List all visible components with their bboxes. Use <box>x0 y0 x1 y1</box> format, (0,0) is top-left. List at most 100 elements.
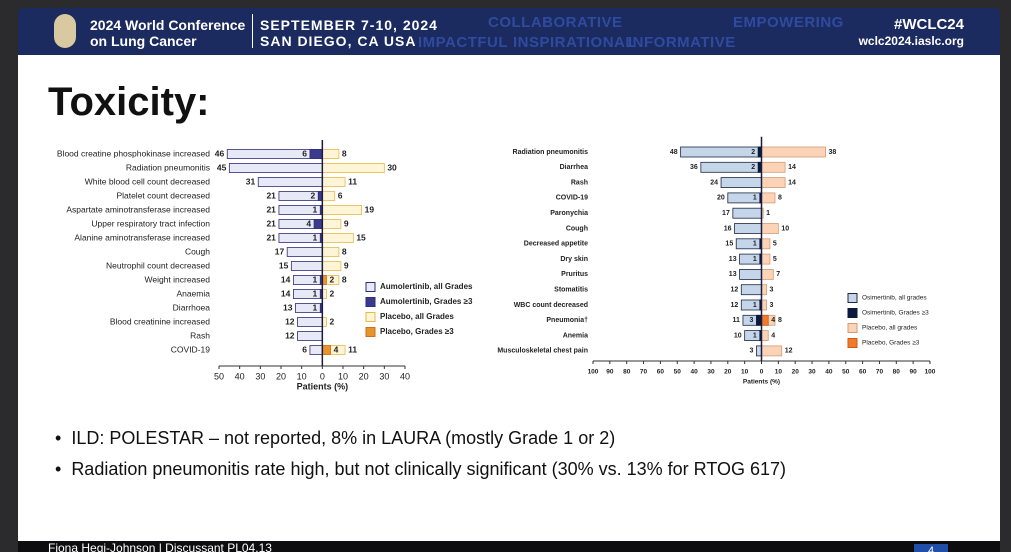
category-label: Blood creatinine increased <box>110 316 210 326</box>
value-label: 1 <box>753 302 757 309</box>
category-label: Rash <box>190 330 210 340</box>
category-label: Pruritus <box>561 271 588 278</box>
bar <box>292 289 323 299</box>
legend-swatch <box>847 323 858 333</box>
hashtag: #WCLC24 <box>893 16 964 33</box>
value-label: 15 <box>356 232 366 242</box>
value-label: 11 <box>348 176 357 186</box>
bar <box>297 317 323 327</box>
bar <box>761 253 771 265</box>
value-label: 1 <box>313 302 318 312</box>
legend-swatch <box>847 293 858 303</box>
x-tick-label: 10 <box>338 371 348 381</box>
conference-info: SEPTEMBER 7-10, 2024 SAN DIEGO, CA USA <box>260 17 438 49</box>
value-label: 1 <box>753 332 757 339</box>
bar <box>761 223 779 234</box>
category-label: Radiation pneumonitis <box>126 162 210 172</box>
x-tick-label: 60 <box>657 369 665 376</box>
value-label: 1 <box>753 195 757 202</box>
legend-swatch <box>365 327 376 337</box>
bar <box>321 219 342 229</box>
category-label: Anemia <box>563 332 588 339</box>
value-label: 13 <box>283 302 293 312</box>
value-label: 8 <box>778 195 782 202</box>
bar <box>761 268 774 280</box>
bar <box>735 238 762 250</box>
bar <box>321 149 340 159</box>
value-label: 13 <box>729 271 737 278</box>
value-label: 11 <box>348 344 357 354</box>
bar <box>761 177 786 189</box>
value-label: 12 <box>285 330 295 340</box>
bullet-text: ILD: POLESTAR – not reported, 8% in LAUR… <box>71 428 616 448</box>
category-label: Platelet count decreased <box>116 190 210 200</box>
value-label: 4 <box>771 317 775 324</box>
bar <box>313 219 323 229</box>
conference-line: on Lung Cancer <box>90 33 197 49</box>
category-label: Pneumonia† <box>546 317 588 324</box>
x-tick-label: 10 <box>297 371 307 381</box>
x-tick-label: 20 <box>359 371 369 381</box>
value-label: 6 <box>338 190 343 200</box>
bar <box>309 149 323 159</box>
x-tick-label: 40 <box>400 371 410 381</box>
legend-swatch <box>847 338 858 348</box>
value-label: 3 <box>770 302 774 309</box>
value-label: 14 <box>788 164 796 171</box>
bar <box>295 303 323 313</box>
bar <box>321 163 385 173</box>
value-label: 16 <box>724 225 732 232</box>
bar <box>292 275 323 285</box>
conference-line: 2024 World Conference <box>90 17 246 33</box>
value-label: 1 <box>313 274 318 284</box>
value-label: 1 <box>766 210 770 217</box>
value-label: 8 <box>342 274 347 284</box>
bar <box>297 331 323 341</box>
bar <box>286 247 323 257</box>
bar <box>732 207 762 219</box>
value-label: 10 <box>781 225 789 232</box>
legend-label: Osimertinib, all grades <box>862 295 927 302</box>
category-label: Neutrophil count decreased <box>106 260 210 270</box>
value-label: 1 <box>313 288 318 298</box>
legend-swatch <box>365 297 376 307</box>
value-label: 5 <box>773 256 777 263</box>
value-label: 12 <box>730 302 738 309</box>
x-tick-label: 30 <box>707 369 715 376</box>
bar <box>761 345 783 357</box>
value-label: 1 <box>753 241 757 248</box>
value-label: 15 <box>725 241 733 248</box>
value-label: 6 <box>302 148 307 158</box>
category-label: Musculoskeletal chest pain <box>497 348 588 355</box>
x-tick-label: 100 <box>588 369 599 376</box>
value-label: 46 <box>215 148 225 158</box>
category-label: Paronychia <box>550 210 588 217</box>
value-label: 19 <box>365 204 375 214</box>
bar <box>734 223 762 234</box>
bullet: • ILD: POLESTAR – not reported, 8% in LA… <box>55 428 616 448</box>
category-label: Radiation pneumonitis <box>513 149 589 156</box>
conference-name: 2024 World Conference on Lung Cancer <box>90 17 245 49</box>
banner-word: INFORMATIVE <box>628 34 736 51</box>
category-label: Diarrhoea <box>173 302 211 312</box>
bar <box>680 146 762 158</box>
value-label: 4 <box>771 332 775 339</box>
value-label: 17 <box>275 246 285 256</box>
slide: Toxicity: • ILD: POLESTAR – not reported… <box>18 55 1000 541</box>
bar <box>278 191 323 201</box>
value-label: 38 <box>829 149 837 156</box>
x-tick-label: 50 <box>214 371 224 381</box>
x-axis-label: Patients (%) <box>297 381 349 391</box>
category-label: Diarrhea <box>560 164 589 171</box>
value-label: 21 <box>266 204 276 214</box>
x-tick-label: 70 <box>876 369 884 376</box>
presenter: Fiona Hegi-Johnson | Discussant PL04.13 <box>48 541 272 552</box>
value-label: 45 <box>217 162 227 172</box>
legend-label: Osimertinib, Grades ≥3 <box>862 310 929 317</box>
bar <box>756 314 762 326</box>
legend-swatch <box>847 308 858 318</box>
bar <box>761 299 767 311</box>
bar <box>761 146 826 158</box>
legend-label: Placebo, Grades ≥3 <box>380 327 454 336</box>
category-label: COVID-19 <box>556 195 588 202</box>
